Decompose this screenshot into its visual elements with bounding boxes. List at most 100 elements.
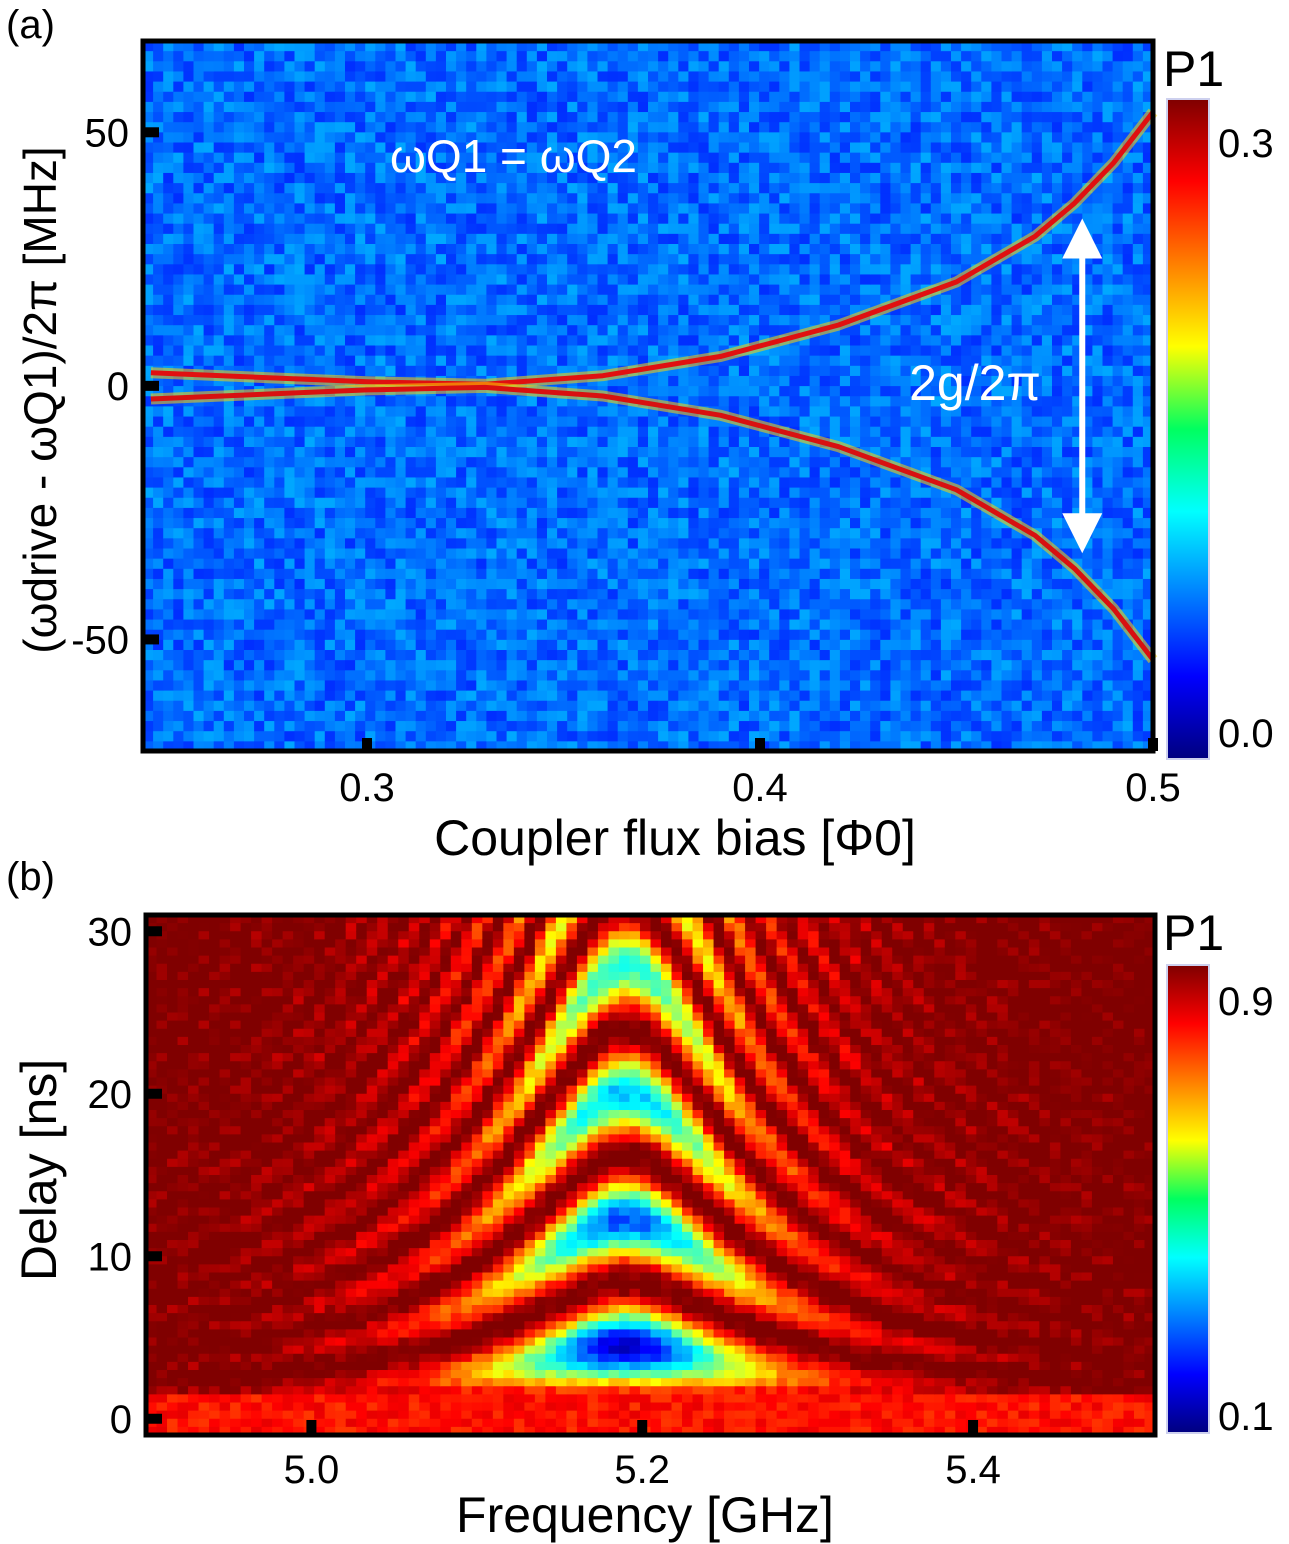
heatmap-a-cell (324, 51, 336, 62)
heatmap-a-cell (799, 51, 811, 62)
heatmap-a-cell (334, 629, 346, 641)
heatmap-a-cell (324, 487, 336, 499)
heatmap-a-cell (648, 233, 659, 245)
heatmap-a-cell (648, 101, 659, 113)
heatmap-a-cell (708, 680, 720, 692)
heatmap-a-cell (486, 162, 497, 174)
heatmap-a-cell (173, 203, 184, 214)
heatmap-a-cell (829, 355, 841, 367)
heatmap-a-cell (678, 548, 689, 560)
heatmap-a-cell (244, 619, 255, 631)
heatmap-a-cell (355, 325, 366, 336)
heatmap-a-cell (617, 213, 629, 225)
heatmap-a-cell (688, 264, 699, 275)
heatmap-a-cell (163, 386, 174, 397)
heatmap-a-cell (668, 741, 679, 752)
heatmap-a-cell (769, 670, 780, 681)
heatmap-a-cell (345, 396, 356, 407)
heatmap-a-cell (779, 528, 790, 539)
heatmap-a-cell (304, 203, 316, 214)
heatmap-a-cell (173, 355, 184, 367)
heatmap-a-cell (405, 264, 417, 275)
heatmap-a-cell (183, 315, 194, 326)
heatmap-a-cell (425, 162, 437, 174)
heatmap-a-cell (314, 690, 326, 702)
heatmap-a-cell (516, 254, 528, 265)
heatmap-a-cell (617, 386, 629, 397)
heatmap-a-cell (577, 710, 588, 722)
heatmap-a-cell (324, 538, 336, 549)
heatmap-a-cell (365, 142, 376, 154)
heatmap-a-cell (233, 721, 245, 732)
heatmap-a-cell (284, 193, 295, 204)
heatmap-a-cell (779, 71, 790, 83)
heatmap-a-cell (486, 731, 497, 742)
heatmap-a-cell (264, 690, 275, 702)
heatmap-a-cell (698, 365, 710, 377)
heatmap-a-cell (314, 71, 326, 83)
heatmap-a-cell (274, 721, 285, 732)
heatmap-a-cell (526, 416, 538, 428)
heatmap-a-cell (173, 487, 184, 499)
heatmap-a-cell (759, 518, 770, 529)
heatmap-a-cell (850, 183, 861, 194)
heatmap-a-cell (415, 660, 427, 671)
heatmap-a-cell (779, 345, 790, 357)
heatmap-a-cell (193, 619, 205, 631)
heatmap-a-cell (223, 589, 235, 600)
heatmap-a-cell (577, 680, 588, 692)
heatmap-a-cell (506, 660, 518, 671)
heatmap-a-cell (678, 619, 689, 631)
heatmap-a-cell (254, 81, 265, 93)
heatmap-a-cell (183, 447, 194, 458)
heatmap-a-cell (648, 213, 659, 225)
heatmap-a-cell (264, 294, 275, 306)
heatmap-a-cell (223, 203, 235, 214)
heatmap-a-cell (506, 609, 518, 620)
heatmap-a-cell (738, 162, 750, 174)
heatmap-a-cell (597, 233, 609, 245)
heatmap-a-cell (577, 335, 588, 346)
heatmap-a-cell (789, 112, 800, 123)
heatmap-a-cell (516, 396, 528, 407)
heatmap-a-cell (355, 254, 366, 265)
heatmap-a-cell (476, 741, 487, 752)
heatmap-a-cell (365, 304, 376, 316)
heatmap-a-cell (365, 213, 376, 225)
heatmap-a-cell (728, 132, 740, 143)
heatmap-a-cell (850, 710, 861, 722)
heatmap-a-cell (304, 325, 316, 336)
heatmap-a-cell (597, 609, 609, 620)
heatmap-a-cell (213, 315, 225, 326)
heatmap-a-cell (365, 528, 376, 539)
heatmap-a-cell (143, 731, 154, 742)
heatmap-a-cell (435, 497, 447, 509)
heatmap-a-cell (385, 315, 396, 326)
heatmap-a-cell (355, 487, 366, 499)
heatmap-a-cell (425, 710, 437, 722)
heatmap-a-cell (274, 599, 285, 610)
heatmap-a-cell (809, 599, 821, 610)
heatmap-a-cell (819, 41, 831, 52)
heatmap-a-cell (829, 132, 841, 143)
heatmap-a-cell (304, 416, 316, 428)
heatmap-a-cell (587, 274, 598, 286)
heatmap-a-cell (829, 528, 841, 539)
heatmap-a-cell (658, 122, 669, 133)
heatmap-a-cell (809, 183, 821, 194)
heatmap-a-cell (627, 457, 639, 468)
heatmap-a-cell (678, 589, 689, 600)
heatmap-a-cell (829, 690, 841, 702)
heatmap-a-cell (294, 61, 306, 72)
heatmap-a-cell (759, 396, 770, 407)
heatmap-a-cell (264, 416, 275, 428)
heatmap-a-cell (385, 670, 396, 681)
heatmap-a-cell (284, 254, 295, 265)
heatmap-a-cell (324, 61, 336, 72)
heatmap-a-cell (617, 426, 629, 438)
heatmap-a-cell (779, 558, 790, 570)
heatmap-a-cell (698, 599, 710, 610)
heatmap-a-cell (536, 609, 548, 620)
heatmap-a-cell (526, 294, 538, 306)
heatmap-a-cell (617, 487, 629, 499)
